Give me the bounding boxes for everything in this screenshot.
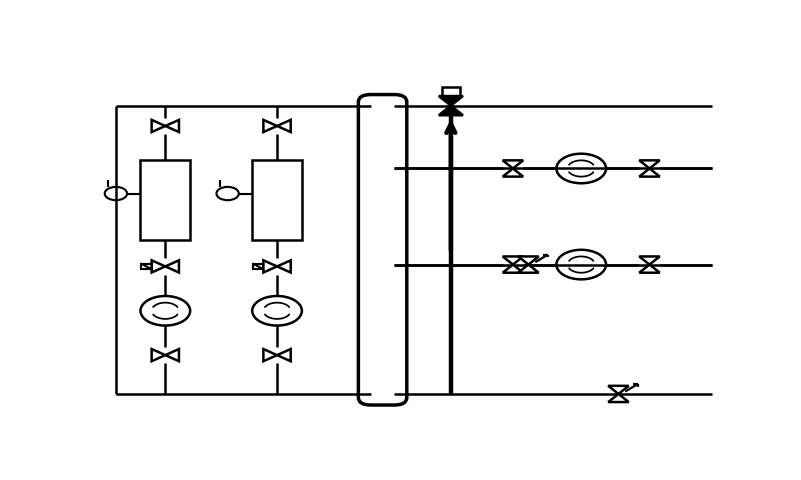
- Polygon shape: [503, 264, 523, 273]
- Polygon shape: [165, 260, 179, 273]
- Polygon shape: [277, 260, 291, 273]
- Polygon shape: [639, 264, 660, 273]
- Polygon shape: [165, 349, 179, 361]
- Polygon shape: [439, 96, 463, 106]
- Polygon shape: [608, 394, 629, 402]
- Bar: [252, 160, 302, 240]
- Polygon shape: [264, 260, 277, 273]
- Polygon shape: [439, 106, 463, 115]
- Polygon shape: [608, 386, 629, 394]
- Polygon shape: [277, 349, 291, 361]
- Polygon shape: [518, 264, 539, 273]
- Polygon shape: [503, 160, 523, 168]
- Polygon shape: [503, 168, 523, 177]
- Polygon shape: [264, 120, 277, 132]
- Bar: [442, 87, 460, 96]
- Polygon shape: [503, 256, 523, 264]
- Polygon shape: [639, 256, 660, 264]
- Polygon shape: [277, 120, 291, 132]
- Polygon shape: [151, 120, 165, 132]
- Bar: [140, 160, 190, 240]
- Polygon shape: [151, 349, 165, 361]
- Bar: [141, 264, 151, 269]
- Polygon shape: [151, 260, 165, 273]
- Polygon shape: [165, 120, 179, 132]
- Polygon shape: [518, 256, 539, 264]
- Polygon shape: [639, 168, 660, 177]
- Polygon shape: [264, 349, 277, 361]
- Bar: [253, 264, 264, 269]
- Polygon shape: [639, 160, 660, 168]
